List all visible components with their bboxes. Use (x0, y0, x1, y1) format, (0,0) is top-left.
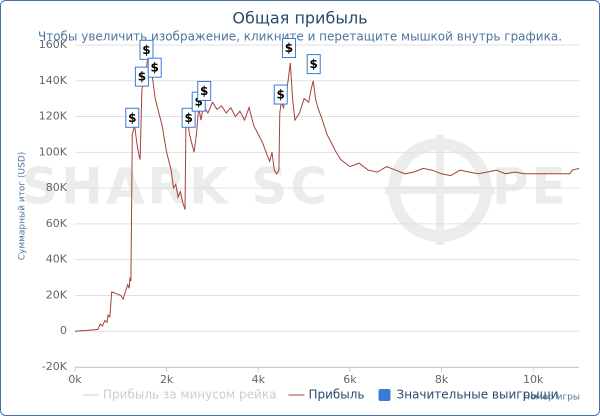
x-tick-label: 6k (343, 373, 357, 386)
flag: $ (197, 80, 212, 101)
x-tick-label: 4k (252, 373, 266, 386)
flag: $ (147, 57, 162, 78)
flag-box (273, 84, 288, 105)
flag: $ (134, 66, 149, 87)
y-tick-label: 140K (39, 74, 68, 87)
flag-box (306, 54, 321, 75)
legend-label: Прибыль за минусом рейка (103, 388, 276, 402)
y-tick-label: 160K (39, 38, 68, 51)
flag-box (139, 39, 154, 60)
y-tick-label: 0 (60, 324, 67, 337)
watermark-text: PE (492, 158, 569, 216)
flag-box (125, 107, 140, 128)
y-tick-label: 20K (46, 288, 68, 301)
flag-label: $ (200, 84, 208, 98)
flag-label: $ (138, 70, 146, 84)
flag-box (281, 38, 296, 59)
chart-subtitle: Чтобы увеличить изображение, кликните и … (38, 30, 562, 44)
y-tick-label: 120K (39, 110, 68, 123)
legend-label: Значительные выигрыши (397, 388, 559, 402)
flag-label: $ (195, 95, 203, 109)
legend-swatch (378, 389, 391, 401)
flag-label: $ (184, 111, 192, 125)
flag-box (147, 57, 162, 78)
y-tick-label: 100K (39, 145, 68, 158)
flag-label: $ (310, 57, 318, 71)
chart-title: Общая прибыль (232, 9, 367, 28)
flag: $ (181, 107, 196, 128)
y-tick-label: 40K (46, 253, 68, 266)
flag: $ (281, 38, 296, 59)
y-axis-title: Суммарный итог (USD) (18, 152, 28, 261)
flag: $ (306, 54, 321, 75)
y-tick-label: 60K (46, 217, 68, 230)
flag: $ (139, 39, 154, 60)
flag-label: $ (142, 43, 150, 57)
flag: $ (125, 107, 140, 128)
flag-label: $ (285, 41, 293, 55)
y-tick-label: -20K (42, 360, 68, 373)
flag-box (181, 107, 196, 128)
flag-label: $ (151, 61, 159, 75)
flag-label: $ (128, 111, 136, 125)
legend-label: Прибыль (308, 388, 364, 402)
x-tick-label: 10k (523, 373, 544, 386)
flag: $ (273, 84, 288, 105)
flag-box (197, 80, 212, 101)
x-axis-title: Номер игры (523, 393, 580, 403)
x-tick-label: 2k (160, 373, 174, 386)
y-tick-label: 80K (46, 181, 68, 194)
x-tick-label: 8k (435, 373, 449, 386)
flag-label: $ (277, 88, 285, 102)
x-tick-label: 0k (68, 373, 82, 386)
